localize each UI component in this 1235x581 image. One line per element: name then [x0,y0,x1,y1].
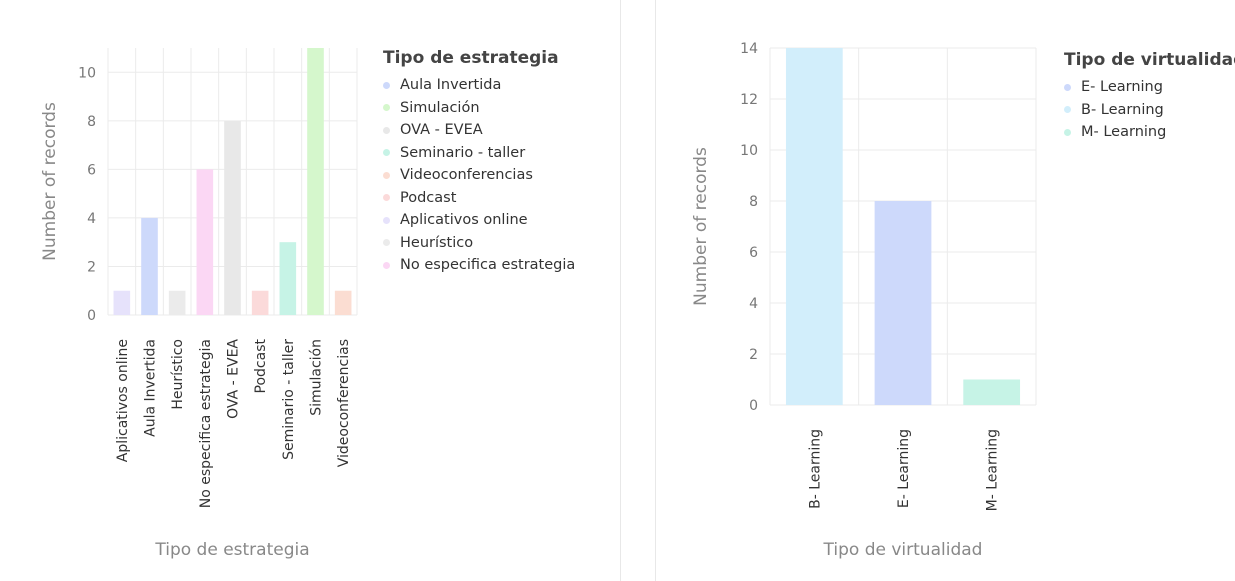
y-tick-label: 0 [749,398,758,414]
legend-label: Simulación [400,99,480,116]
y-tick-label: 2 [749,347,758,363]
legend-swatch [383,239,390,247]
virtuality-chart-panel: 0 2 4 6 8 10 12 14 B- Learning E- Learning M- Lear… [655,0,1235,581]
y-tick-label: 8 [749,194,758,210]
legend-swatch [383,104,390,112]
y-tick-label: 14 [740,41,758,57]
legend-label: Aplicativos online [400,212,528,228]
x-tick-label: OVA - EVEA [226,339,242,419]
legend-item-aula-invertida[interactable]: Aula Invertida [383,74,575,97]
legend-label: OVA - EVEA [400,122,483,138]
virtuality-bar-chart: 0 2 4 6 8 10 12 14 B- Learning E- Learning M- Lear… [691,41,1037,560]
legend-label: Videoconferencias [400,167,533,183]
bar-aplicativos-online[interactable] [113,290,131,315]
bar-m-learning[interactable] [963,379,1021,406]
y-tick-label: 0 [87,308,96,324]
bar-podcast[interactable] [251,290,269,315]
legend-swatch [383,216,390,224]
legend-label: Podcast [400,189,457,206]
legend-item-b-learning[interactable]: B- Learning [1064,99,1235,122]
bar-simulacion[interactable] [307,48,324,315]
legend-label: M- Learning [1081,124,1167,140]
legend-swatch [383,149,390,157]
legend-item-aplicativos-online[interactable]: Aplicativos online [383,209,575,232]
legend-swatch [383,81,390,89]
x-tick-label: B- Learning [807,429,823,509]
legend-item-no-especifica-estrategia[interactable]: No especifica estrategia [383,254,575,277]
legend-item-videoconferencias[interactable]: Videoconferencias [383,164,575,187]
virtuality-legend-title: Tipo de virtualidad [1064,50,1235,70]
virtuality-legend: Tipo de virtualidad E- Learning B- Learni… [1064,50,1235,144]
strategy-chart-panel: 0 2 4 6 8 10 Aplicativos online Aula Invertida H… [40,0,621,581]
bar-e-learning[interactable] [874,201,932,405]
strategy-legend-title: Tipo de estrategia [383,48,559,68]
legend-item-e-learning[interactable]: E- Learning [1064,76,1235,99]
bar-videoconferencias[interactable] [334,290,352,315]
bar-no-especifica-estrategia[interactable] [196,169,214,315]
bar-b-learning[interactable] [785,48,843,405]
legend-swatch [1064,128,1071,136]
bar-aula-invertida[interactable] [141,217,158,315]
y-tick-label: 12 [740,92,758,108]
x-tick-label: M- Learning [985,429,1001,511]
x-tick-label: Podcast [253,339,269,394]
legend-label: E- Learning [1081,79,1163,95]
x-tick-label: Heurístico [170,339,186,410]
y-tick-label: 4 [87,211,96,227]
legend-swatch [383,194,390,202]
x-tick-label: Simulación [309,339,325,416]
x-tick-label: Aula Invertida [143,339,159,437]
bar-heuristico[interactable] [168,290,186,315]
x-tick-label: Aplicativos online [115,339,131,462]
y-tick-label: 10 [740,143,758,159]
legend-label: Seminario - taller [400,144,526,161]
legend-item-m-learning[interactable]: M- Learning [1064,121,1235,144]
y-axis-title: Number of records [691,147,711,306]
y-tick-label: 2 [87,259,96,275]
y-tick-label: 6 [749,245,758,261]
y-tick-label: 4 [749,296,758,312]
legend-label: B- Learning [1081,101,1164,118]
virtuality-legend-items: E- Learning B- Learning M- Learning [1064,76,1235,144]
strategy-legend-items: Aula Invertida Simulación OVA - EVEA Semina… [383,74,575,277]
x-axis-title: Tipo de estrategia [154,540,309,560]
y-axis-title: Number of records [40,102,60,261]
strategy-bar-chart: 0 2 4 6 8 10 Aplicativos online Aula Invertida H… [40,48,358,560]
legend-label: No especifica estrategia [400,257,576,273]
y-tick-label: 10 [78,65,96,81]
legend-item-simulacion[interactable]: Simulación [383,97,575,120]
y-tick-label: 8 [87,114,96,130]
legend-item-ova-evea[interactable]: OVA - EVEA [383,119,575,142]
legend-swatch [383,261,390,269]
x-tick-label: No especifica estrategia [198,339,214,508]
legend-swatch [383,171,390,179]
x-axis-title: Tipo de virtualidad [823,540,983,560]
strategy-legend: Tipo de estrategia Aula Invertida Simulac… [383,48,575,277]
legend-label: Aula Invertida [400,77,502,93]
legend-label: Heurístico [400,234,474,251]
bar-seminario-taller[interactable] [279,242,297,315]
legend-item-seminario-taller[interactable]: Seminario - taller [383,142,575,165]
legend-item-podcast[interactable]: Podcast [383,187,575,210]
y-tick-label: 6 [87,162,96,178]
x-tick-label: Seminario - taller [281,339,297,460]
legend-swatch [1064,83,1071,91]
x-tick-label: Videoconferencias [336,339,352,467]
legend-swatch [383,126,390,134]
bar-ova-evea[interactable] [224,120,241,316]
x-tick-label: E- Learning [896,429,912,508]
legend-item-heuristico[interactable]: Heurístico [383,232,575,255]
legend-swatch [1064,106,1071,114]
